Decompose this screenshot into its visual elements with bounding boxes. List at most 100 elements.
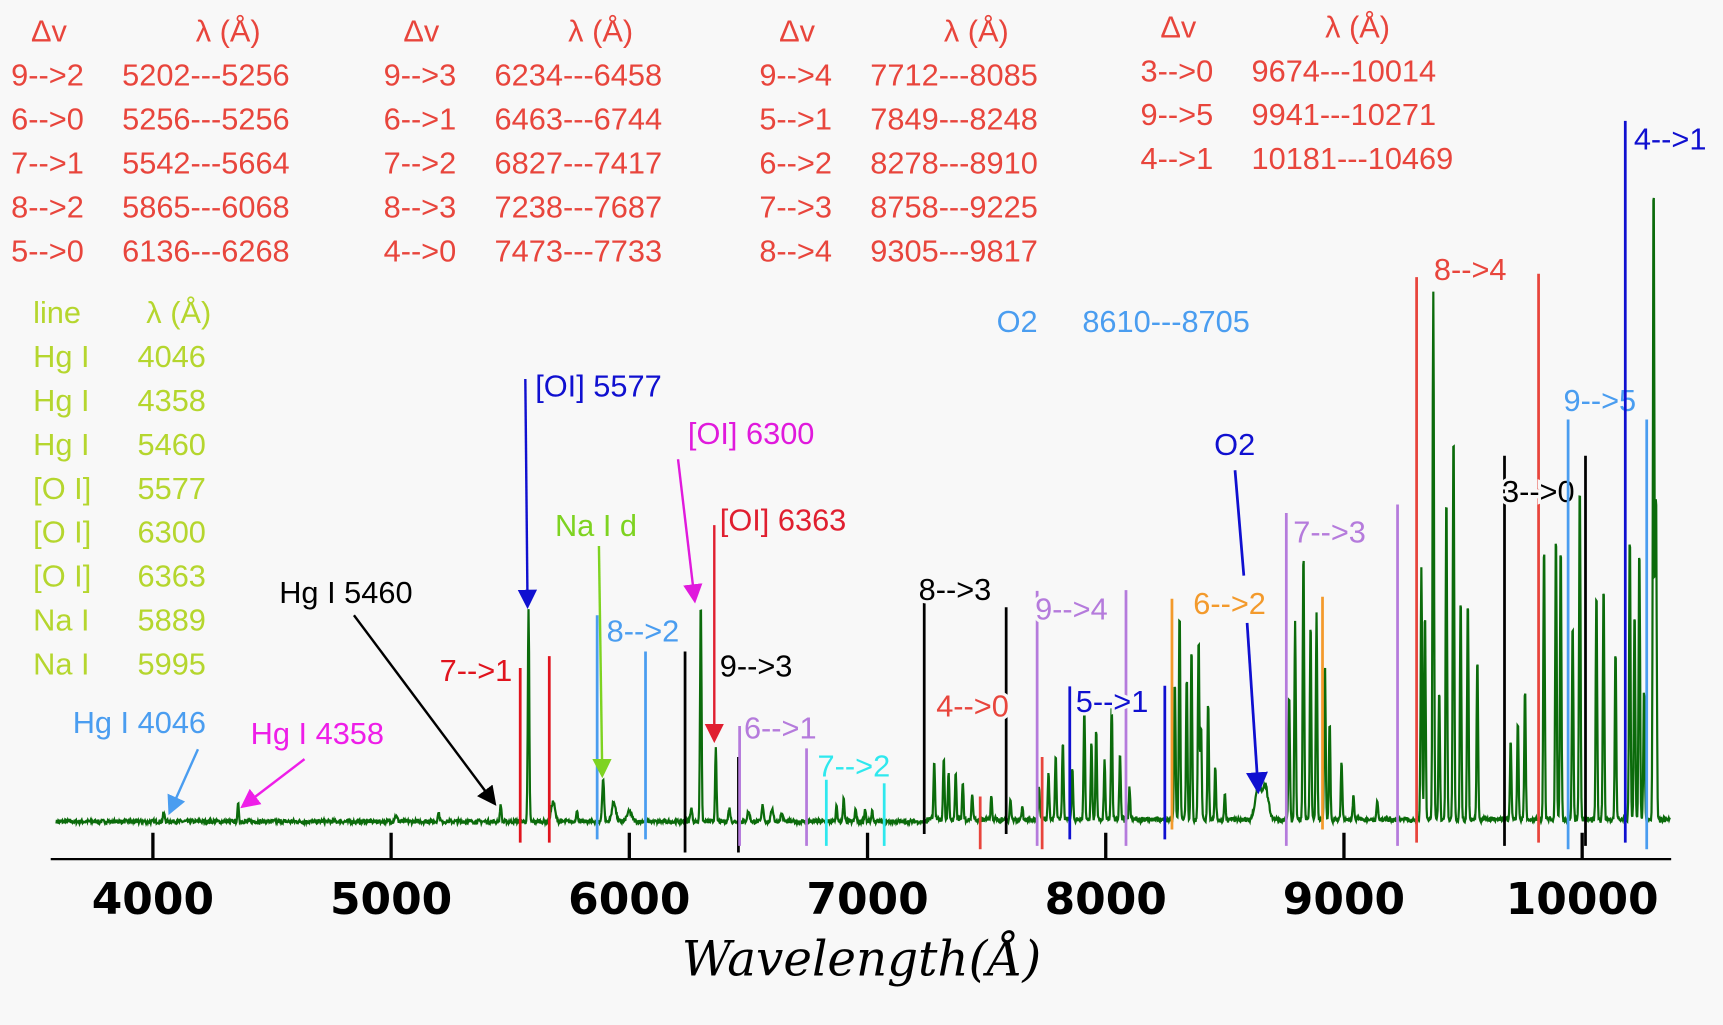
annotation-label: Hg I 5460 [279,575,412,610]
band-table: Δv λ (Å) 9-->4 7712---8085 5-->1 7849---8248 6… [759,14,1038,269]
band-marker: 5-->1 [1068,681,1167,840]
line-table-species: Na I [33,647,89,682]
band-table-transition: 5-->1 [759,102,832,137]
band-marker-label: 4-->1 [1634,121,1707,156]
line-table-header-lambda: λ (Å) [146,295,211,330]
band-table-range: 8278---8910 [870,146,1038,181]
x-tick-label: 4000 [92,874,214,925]
band-marker: 8-->2 [595,610,683,840]
line-table-wavelength: 5460 [138,427,206,462]
band-marker: 7-->1 [436,650,551,843]
line-table-species: Hg I [33,427,89,462]
line-annotation: Hg I 5460 [279,575,497,806]
band-table-range: 9941---10271 [1252,97,1437,132]
band-table-range: 7849---8248 [870,102,1038,137]
line-table-wavelength: 5889 [138,603,206,638]
band-marker: 9-->4 [1032,588,1128,846]
line-table-species: Na I [33,603,89,638]
annotation-label: [OI] 6363 [720,503,847,538]
line-table-wavelength: 5577 [138,471,206,506]
annotation-label: [OI] 5577 [535,369,662,404]
band-marker: 8-->3 [915,569,1008,835]
band-table: Δv λ (Å) 3-->0 9674---10014 9-->5 9941---1027… [1141,9,1454,176]
band-marker-label: 5-->1 [1076,684,1149,719]
band-table-transition: 9-->2 [11,58,84,93]
band-table: Δv λ (Å) 9-->2 5202---5256 6-->0 5256---5256 7… [11,14,290,269]
annotation-arrow [592,545,612,779]
annotation-label: O2 [1214,427,1255,462]
band-table-transition: 6-->2 [759,146,832,181]
band-marker-label: 8-->2 [607,614,680,649]
o2-note-label: O2 [997,304,1038,339]
band-marker: 4-->0 [933,685,1044,850]
band-marker: 7-->2 [814,745,894,846]
line-table-wavelength: 6300 [138,515,206,550]
band-table-range: 6463---6744 [495,102,663,137]
band-marker: 7-->3 [1284,504,1399,846]
x-tick-label: 6000 [568,874,690,925]
band-table-transition: 6-->0 [11,102,84,137]
band-table-range: 8758---9225 [870,190,1038,225]
o2-note-range: 8610---8705 [1082,304,1250,339]
band-table-transition: 7-->2 [384,146,457,181]
band-tables: Δv λ (Å) 9-->2 5202---5256 6-->0 5256---5256 7… [11,9,1453,268]
band-marker-label: 3-->0 [1502,474,1575,509]
band-table-transition: 8-->3 [384,190,457,225]
band-marker-label: 9-->3 [720,649,793,684]
band-marker: 3-->0 [1499,455,1587,846]
annotation-arrow [352,614,497,806]
band-table-transition: 9-->4 [759,58,832,93]
annotation-label: Hg I 4358 [251,716,384,751]
x-tick-label: 5000 [330,874,452,925]
band-table-range: 7712---8085 [870,58,1038,93]
line-annotation: [OI] 5577 [517,369,662,610]
band-marker-label: 8-->3 [919,572,992,607]
band-table-range: 7473---7733 [495,233,663,268]
band-table-range: 5202---5256 [122,58,290,93]
band-marker: 4-->1 [1623,118,1710,843]
band-table-transition: 5-->0 [11,233,84,268]
line-table-species: [O I] [33,471,91,506]
band-table-range: 6234---6458 [495,58,663,93]
annotation-label: Na I d [555,508,637,543]
line-table-species: Hg I [33,383,89,418]
spectrum-line [55,197,1671,828]
band-table-transition: 3-->0 [1141,53,1214,88]
x-tick-label: 7000 [806,874,928,925]
band-table-transition: 4-->1 [1141,141,1214,176]
band-table-transition: 8-->2 [11,190,84,225]
line-table-species: [O I] [33,515,91,550]
o2-range-note: O2 8610---8705 [997,304,1250,339]
line-table-wavelength: 5995 [138,647,206,682]
line-table-wavelength: 4046 [138,339,206,374]
band-table-transition: 7-->1 [11,146,84,181]
band-table-range: 5542---5664 [122,146,290,181]
band-table-range: 7238---7687 [495,190,663,225]
band-markers: 7-->1 8-->2 9-->3 6-->17-->2 8-->3 4-->0 9-->4… [436,118,1710,853]
band-table-range: 5256---5256 [122,102,290,137]
line-table-species: [O I] [33,559,91,594]
x-axis-label: Wavelength(Å) [682,931,1041,988]
band-table-transition: 4-->0 [384,233,457,268]
band-table-header-dv: Δv [779,14,816,49]
band-marker-label: 8-->4 [1434,252,1507,287]
x-tick-label: 10000 [1506,874,1659,925]
x-axis: 4000 5000 6000 7000 8000 9000 10000 [50,832,1672,925]
annotation-arrow [676,459,703,604]
line-table-wavelength: 4358 [138,383,206,418]
line-annotation: Hg I 4046 [73,705,206,816]
band-marker-label: 7-->2 [818,749,891,784]
band-marker-label: 7-->3 [1293,515,1366,550]
line-table-species: Hg I [33,339,89,374]
band-table-range: 6827---7417 [495,146,663,181]
band-table-header-lambda: λ (Å) [568,14,633,49]
band-table-header-dv: Δv [1160,9,1197,44]
line-annotation: [OI] 6300 [676,416,814,604]
band-table-header-lambda: λ (Å) [196,14,261,49]
band-table-range: 6136---6268 [122,233,290,268]
line-annotations: Hg I 4046 Hg I 4358 Hg I 5460 [OI] 5577 Na I… [73,369,1268,816]
line-annotation: O2 [1214,427,1268,795]
band-table-transition: 6-->1 [384,102,457,137]
band-table-range: 9674---10014 [1252,53,1437,88]
